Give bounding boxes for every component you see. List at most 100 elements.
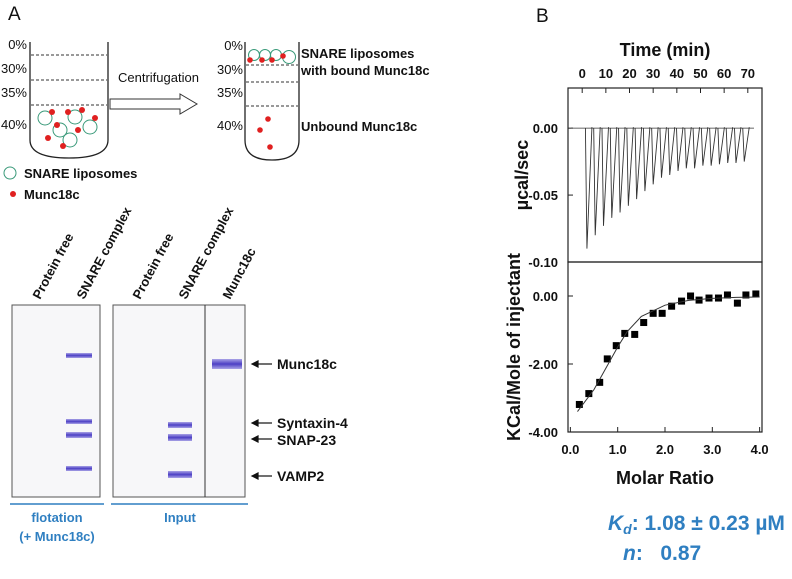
band-label: Syntaxin-4	[277, 415, 348, 431]
n-symbol: n	[623, 542, 636, 565]
x-tick-label: 30	[646, 66, 660, 81]
x-tick-label: 2.0	[656, 442, 674, 457]
y-tick-label: 0.00	[533, 121, 558, 136]
injection-peak	[626, 127, 634, 206]
kd-symbol: K	[608, 512, 625, 535]
data-point	[705, 294, 713, 302]
percent: 0%	[8, 37, 27, 52]
gel	[11, 304, 246, 498]
n-text: : 0.87	[636, 542, 701, 565]
y-tick-label: 0.00	[533, 289, 558, 304]
injection-peak	[618, 127, 626, 213]
y-axis-title: µcal/sec	[512, 140, 532, 210]
percent: 40%	[1, 117, 27, 132]
y-tick-label: -0.10	[528, 255, 558, 270]
tube-before	[29, 42, 109, 159]
data-point	[621, 329, 629, 337]
percent: 30%	[217, 62, 243, 77]
data-point	[658, 309, 666, 317]
x-tick-label: 60	[717, 66, 731, 81]
x-tick-label: 1.0	[609, 442, 627, 457]
data-point	[649, 309, 657, 317]
injection-peak	[734, 127, 742, 164]
data-point	[678, 297, 686, 305]
injection-peak	[742, 127, 750, 162]
n-result: n: 0.87	[623, 542, 701, 565]
x-tick-label: 0	[579, 66, 586, 81]
percent: 35%	[1, 85, 27, 100]
annotation: SNARE liposomes	[301, 46, 414, 61]
data-point	[695, 296, 703, 304]
injection-peak	[642, 127, 651, 192]
x-axis-title: Time (min)	[620, 40, 711, 60]
legend-label: SNARE liposomes	[24, 166, 137, 181]
y-tick-label: -0.05	[528, 188, 558, 203]
injection-peak	[667, 127, 676, 176]
x-tick-label: 70	[741, 66, 755, 81]
injection-peak	[584, 127, 593, 249]
x-tick-label: 4.0	[751, 442, 769, 457]
injection-peak	[609, 127, 618, 218]
injection-peak	[725, 127, 734, 164]
data-point	[603, 355, 611, 363]
x-tick-label: 50	[693, 66, 707, 81]
plot-frame	[567, 261, 763, 433]
data-point	[742, 291, 750, 299]
injection-peak	[659, 127, 667, 178]
data-point	[640, 319, 648, 327]
annotation: with bound Munc18c	[300, 63, 430, 78]
y-tick-label: -2.00	[528, 357, 558, 372]
kd-result: Kd: 1.08 ± 0.23 µM	[608, 512, 785, 537]
legend-label: Munc18c	[24, 187, 80, 202]
data-point	[631, 330, 639, 338]
data-point	[752, 290, 760, 298]
x-tick-label: 3.0	[703, 442, 721, 457]
injection-peak	[717, 127, 725, 165]
percent: 35%	[217, 85, 243, 100]
injection-peak	[593, 127, 601, 236]
x-tick-label: 10	[599, 66, 613, 81]
panel-label: B	[536, 6, 549, 27]
injection-peak	[709, 127, 717, 166]
data-point	[585, 390, 593, 398]
injection-peak	[684, 127, 692, 169]
x-tick-label: 0.0	[561, 442, 579, 457]
data-point	[687, 292, 695, 300]
x-axis-title: Molar Ratio	[616, 468, 714, 488]
data-point	[723, 291, 731, 299]
data-point	[596, 378, 604, 386]
tube-after	[244, 42, 300, 161]
kd-subscript: d	[623, 521, 632, 537]
injection-peak	[676, 127, 684, 172]
data-point	[575, 400, 583, 408]
y-axis-title: KCal/Mole of injectant	[504, 253, 524, 441]
injection-peak	[700, 127, 709, 166]
data-point	[733, 299, 741, 307]
band-label: SNAP-23	[277, 432, 336, 448]
percent: 30%	[1, 61, 27, 76]
band-arrows	[250, 360, 272, 480]
group-label: Input	[164, 510, 196, 525]
data-point	[612, 342, 620, 350]
group-label: (+ Munc18c)	[19, 529, 95, 544]
lane-label: SNARE complex	[73, 204, 134, 302]
lane-label: Protein free	[29, 231, 76, 302]
plot-frame	[567, 87, 763, 263]
band-label: Munc18c	[277, 356, 337, 372]
legend-swatch	[10, 191, 16, 197]
fit-curve	[577, 296, 760, 412]
percent: 40%	[217, 118, 243, 133]
percent: 0%	[224, 38, 243, 53]
kd-text: : 1.08 ± 0.23 µM	[632, 512, 785, 535]
band-label: VAMP2	[277, 468, 324, 484]
injection-peak	[634, 127, 643, 200]
legend-swatch	[3, 166, 17, 180]
arrow	[109, 93, 198, 115]
arrow-label: Centrifugation	[118, 70, 199, 85]
y-tick-label: -4.00	[528, 425, 558, 440]
data-point	[668, 302, 676, 310]
lane-label: Protein free	[129, 231, 176, 302]
group-label: flotation	[31, 510, 82, 525]
panel-label: A	[8, 4, 21, 25]
